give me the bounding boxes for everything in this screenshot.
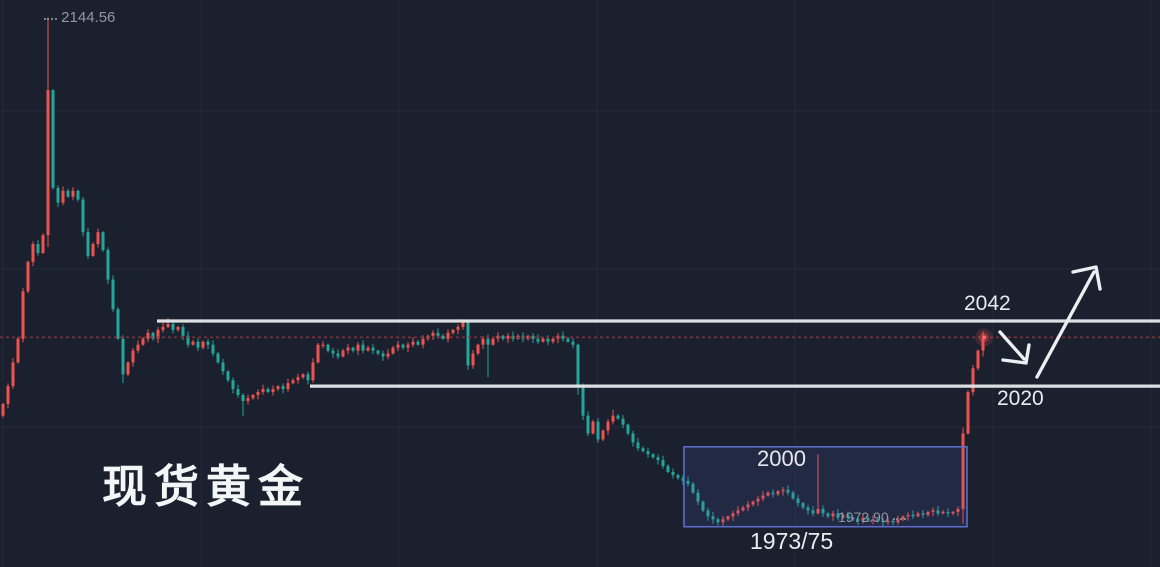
watermark-text: 现货黄金 [102, 460, 311, 513]
range-box[interactable] [683, 445, 968, 528]
dotted-leader [892, 518, 906, 520]
high-price-value: 2144.56 [61, 9, 116, 26]
resistance-level-label[interactable]: 2042 [964, 292, 1011, 315]
down-arrow[interactable] [998, 330, 1031, 365]
high-price-label: 2144.56 [44, 10, 115, 25]
low-price-label: 1972.90 [838, 510, 906, 524]
up-arrow[interactable] [1035, 265, 1102, 379]
box-top-label[interactable]: 2000 [757, 446, 806, 471]
low-price-value: 1972.90 [838, 509, 889, 525]
dotted-leader [44, 18, 57, 20]
current-price-marker [975, 328, 993, 347]
support-level-label[interactable]: 2020 [997, 387, 1044, 410]
box-bottom-label[interactable]: 1973/75 [750, 528, 834, 554]
